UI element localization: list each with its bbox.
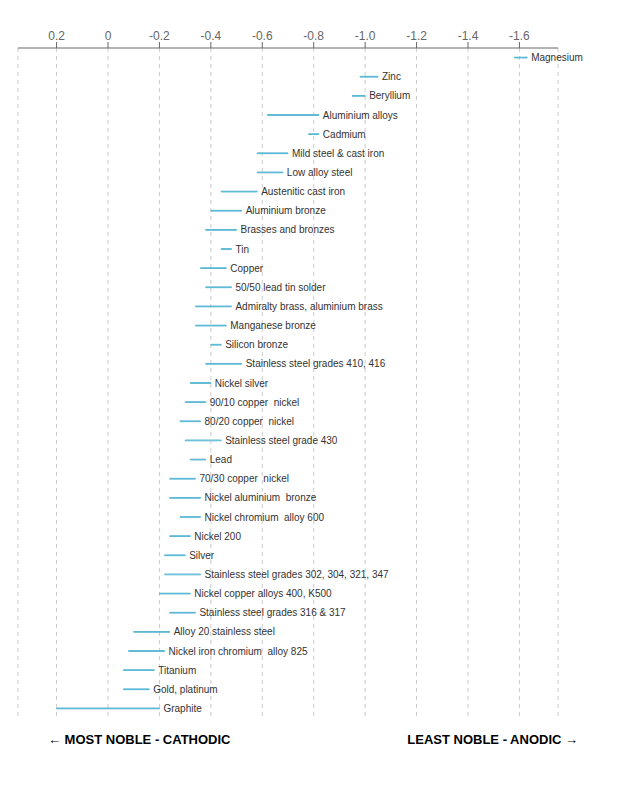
- svg-text:Alloy 20 stainless steel: Alloy 20 stainless steel: [174, 626, 275, 637]
- svg-text:Silver: Silver: [189, 550, 215, 561]
- svg-text:Low alloy steel: Low alloy steel: [287, 167, 353, 178]
- svg-text:0.2: 0.2: [48, 29, 65, 43]
- svg-text:Lead: Lead: [210, 454, 232, 465]
- svg-text:Aluminium bronze: Aluminium bronze: [246, 205, 326, 216]
- svg-text:Nickel silver: Nickel silver: [215, 378, 269, 389]
- svg-text:-0.6: -0.6: [252, 29, 273, 43]
- svg-text:Manganese bronze: Manganese bronze: [230, 320, 316, 331]
- svg-text:-1.0: -1.0: [355, 29, 376, 43]
- svg-text:-0.2: -0.2: [149, 29, 170, 43]
- svg-text:Zinc: Zinc: [382, 71, 401, 82]
- svg-text:Silicon bronze: Silicon bronze: [225, 339, 288, 350]
- html-text:LEAST NOBLE - ANODIC →: LEAST NOBLE - ANODIC →: [407, 732, 578, 747]
- svg-text:Mild steel & cast iron: Mild steel & cast iron: [292, 148, 384, 159]
- svg-text:Stainless steel grade 430: Stainless steel grade 430: [225, 435, 338, 446]
- svg-text:Magnesium: Magnesium: [531, 52, 583, 63]
- svg-text:Titanium: Titanium: [158, 665, 196, 676]
- svg-text:Nickel chromium alloy 600: Nickel chromium alloy 600: [205, 512, 325, 523]
- svg-text:-0.4: -0.4: [201, 29, 222, 43]
- svg-text:Stainless steel grades 302, 30: Stainless steel grades 302, 304, 321, 34…: [205, 569, 389, 580]
- svg-text:Stainless steel grades 410, 41: Stainless steel grades 410, 416: [246, 358, 386, 369]
- svg-text:Gold, platinum: Gold, platinum: [153, 684, 217, 695]
- svg-text:Nickel iron chromium alloy 82: Nickel iron chromium alloy 825: [169, 646, 308, 657]
- svg-text:Nickel copper alloys 400, K500: Nickel copper alloys 400, K500: [194, 588, 332, 599]
- svg-text:-1.2: -1.2: [406, 29, 427, 43]
- svg-text:70/30 copper nickel: 70/30 copper nickel: [199, 473, 289, 484]
- html-text:← MOST NOBLE - CATHODIC: ← MOST NOBLE - CATHODIC: [48, 732, 231, 747]
- svg-text:Admiralty brass, aluminium bra: Admiralty brass, aluminium brass: [235, 301, 382, 312]
- svg-text:80/20 copper nickel: 80/20 copper nickel: [205, 416, 295, 427]
- svg-text:Nickel aluminium bronze: Nickel aluminium bronze: [205, 492, 317, 503]
- svg-text:0: 0: [105, 29, 112, 43]
- svg-text:Graphite: Graphite: [163, 703, 202, 714]
- svg-text:Cadmium: Cadmium: [323, 129, 366, 140]
- svg-text:-1.6: -1.6: [509, 29, 530, 43]
- svg-text:50/50 lead tin solder: 50/50 lead tin solder: [235, 282, 326, 293]
- svg-text:Beryllium: Beryllium: [369, 90, 410, 101]
- svg-text:Tin: Tin: [235, 244, 249, 255]
- svg-text:Copper: Copper: [230, 263, 263, 274]
- svg-text:Austenitic cast iron: Austenitic cast iron: [261, 186, 345, 197]
- svg-text:Nickel 200: Nickel 200: [194, 531, 241, 542]
- svg-text:Brasses and bronzes: Brasses and bronzes: [241, 224, 335, 235]
- svg-text:Stainless steel grades 316 & 3: Stainless steel grades 316 & 317: [199, 607, 346, 618]
- svg-text:-1.4: -1.4: [458, 29, 479, 43]
- svg-text:Aluminium alloys: Aluminium alloys: [323, 110, 398, 121]
- svg-text:-0.8: -0.8: [303, 29, 324, 43]
- svg-text:90/10 copper nickel: 90/10 copper nickel: [210, 397, 300, 408]
